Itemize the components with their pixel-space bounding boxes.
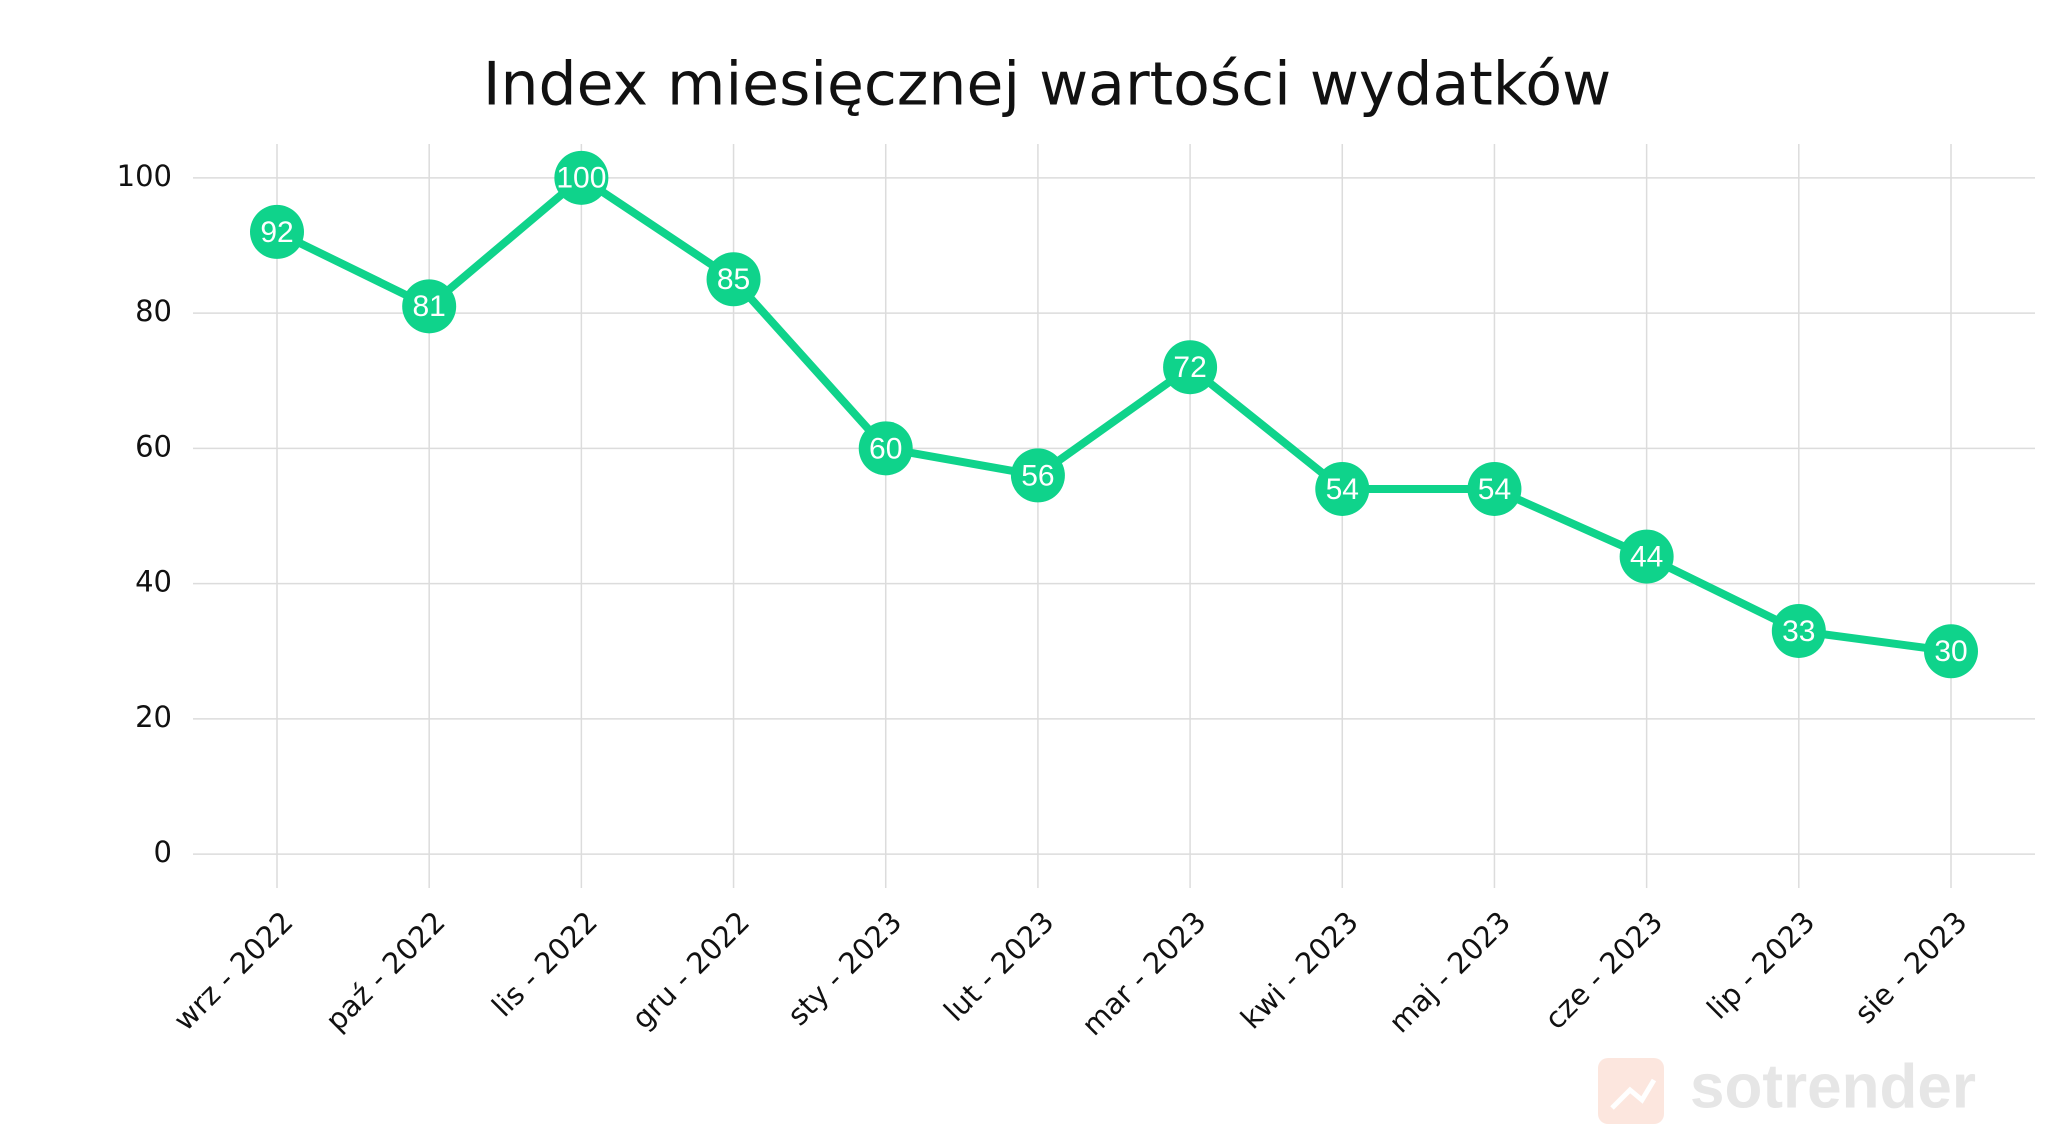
data-label: 72 — [1173, 351, 1206, 384]
line — [275, 173, 1952, 656]
y-tick-label: 100 — [117, 159, 172, 193]
data-label: 81 — [412, 290, 445, 323]
grid — [193, 144, 2035, 888]
data-label: 60 — [869, 432, 902, 465]
point — [250, 204, 304, 259]
point — [1010, 448, 1065, 503]
point — [1619, 529, 1674, 584]
point — [1467, 461, 1522, 516]
logo-icon — [1598, 1058, 1664, 1124]
data-label: 33 — [1782, 615, 1815, 648]
data-label: 85 — [717, 263, 750, 296]
data-label: 56 — [1021, 459, 1054, 492]
data-label: 100 — [556, 162, 606, 195]
data-label: 44 — [1630, 541, 1663, 574]
point — [1924, 624, 1978, 679]
point — [554, 150, 609, 205]
point — [1163, 340, 1218, 395]
logo-arrow — [1610, 1078, 1657, 1110]
y-tick-label: 20 — [135, 700, 172, 734]
y-tick-label: 40 — [135, 565, 172, 599]
point — [1315, 461, 1370, 516]
y-tick-label: 60 — [135, 429, 172, 463]
data-label: 30 — [1934, 635, 1967, 668]
data-label: 54 — [1326, 473, 1359, 506]
chart-title: Index miesięcznej wartości wydatków — [483, 50, 1611, 120]
point — [402, 279, 457, 334]
watermark: sotrender — [1690, 1052, 1976, 1121]
watermark-logo — [1598, 1058, 1664, 1124]
data-label: 54 — [1478, 473, 1511, 506]
y-tick-label: 0 — [154, 835, 172, 869]
point — [706, 252, 761, 307]
y-tick-label: 80 — [135, 294, 172, 328]
point — [1771, 603, 1826, 658]
data-label: 92 — [260, 216, 293, 249]
point — [858, 421, 913, 476]
